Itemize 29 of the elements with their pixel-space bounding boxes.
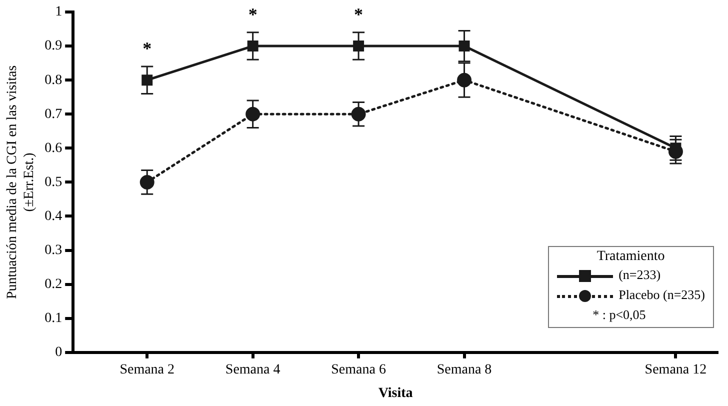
x-tick-label: Semana 4 xyxy=(225,362,280,378)
x-tick-label: Semana 12 xyxy=(644,362,707,378)
annotation: * xyxy=(248,4,258,25)
point xyxy=(458,40,470,52)
legend-label: (n=233) xyxy=(618,267,661,282)
y-tick-label: 0.3 xyxy=(44,242,62,258)
x-axis-title: Visita xyxy=(378,386,413,402)
x-tick-label: Semana 2 xyxy=(120,362,175,378)
annotation: * : p<0,05 xyxy=(592,306,647,324)
y-tick-label: 0 xyxy=(55,345,62,360)
y-tick-label: 0.4 xyxy=(44,208,62,224)
y-tick-label: 0.7 xyxy=(44,106,62,122)
point xyxy=(353,40,364,52)
y-tick-label: 0.1 xyxy=(44,311,62,326)
annotation: * xyxy=(142,38,152,59)
legend-label: Placebo (n=235) xyxy=(618,287,705,302)
y-axis-title: Puntuación media de la CGI en las visitas (±Err.Est.) xyxy=(5,65,37,300)
y-tick-label: 0.8 xyxy=(44,72,62,88)
annotation: * xyxy=(354,4,364,25)
x-tick-label: Semana 8 xyxy=(436,362,492,378)
point xyxy=(247,40,258,52)
x-tick-label: Semana 6 xyxy=(331,362,386,378)
y-tick-label: 0.9 xyxy=(44,38,62,54)
point xyxy=(142,74,153,86)
y-tick-label: 0.2 xyxy=(44,276,62,292)
y-tick-label: 0.5 xyxy=(44,174,62,190)
y-tick-label: 1 xyxy=(55,4,62,20)
legend-title: Tratamiento xyxy=(596,249,666,265)
y-tick-label: 0.6 xyxy=(44,140,62,156)
